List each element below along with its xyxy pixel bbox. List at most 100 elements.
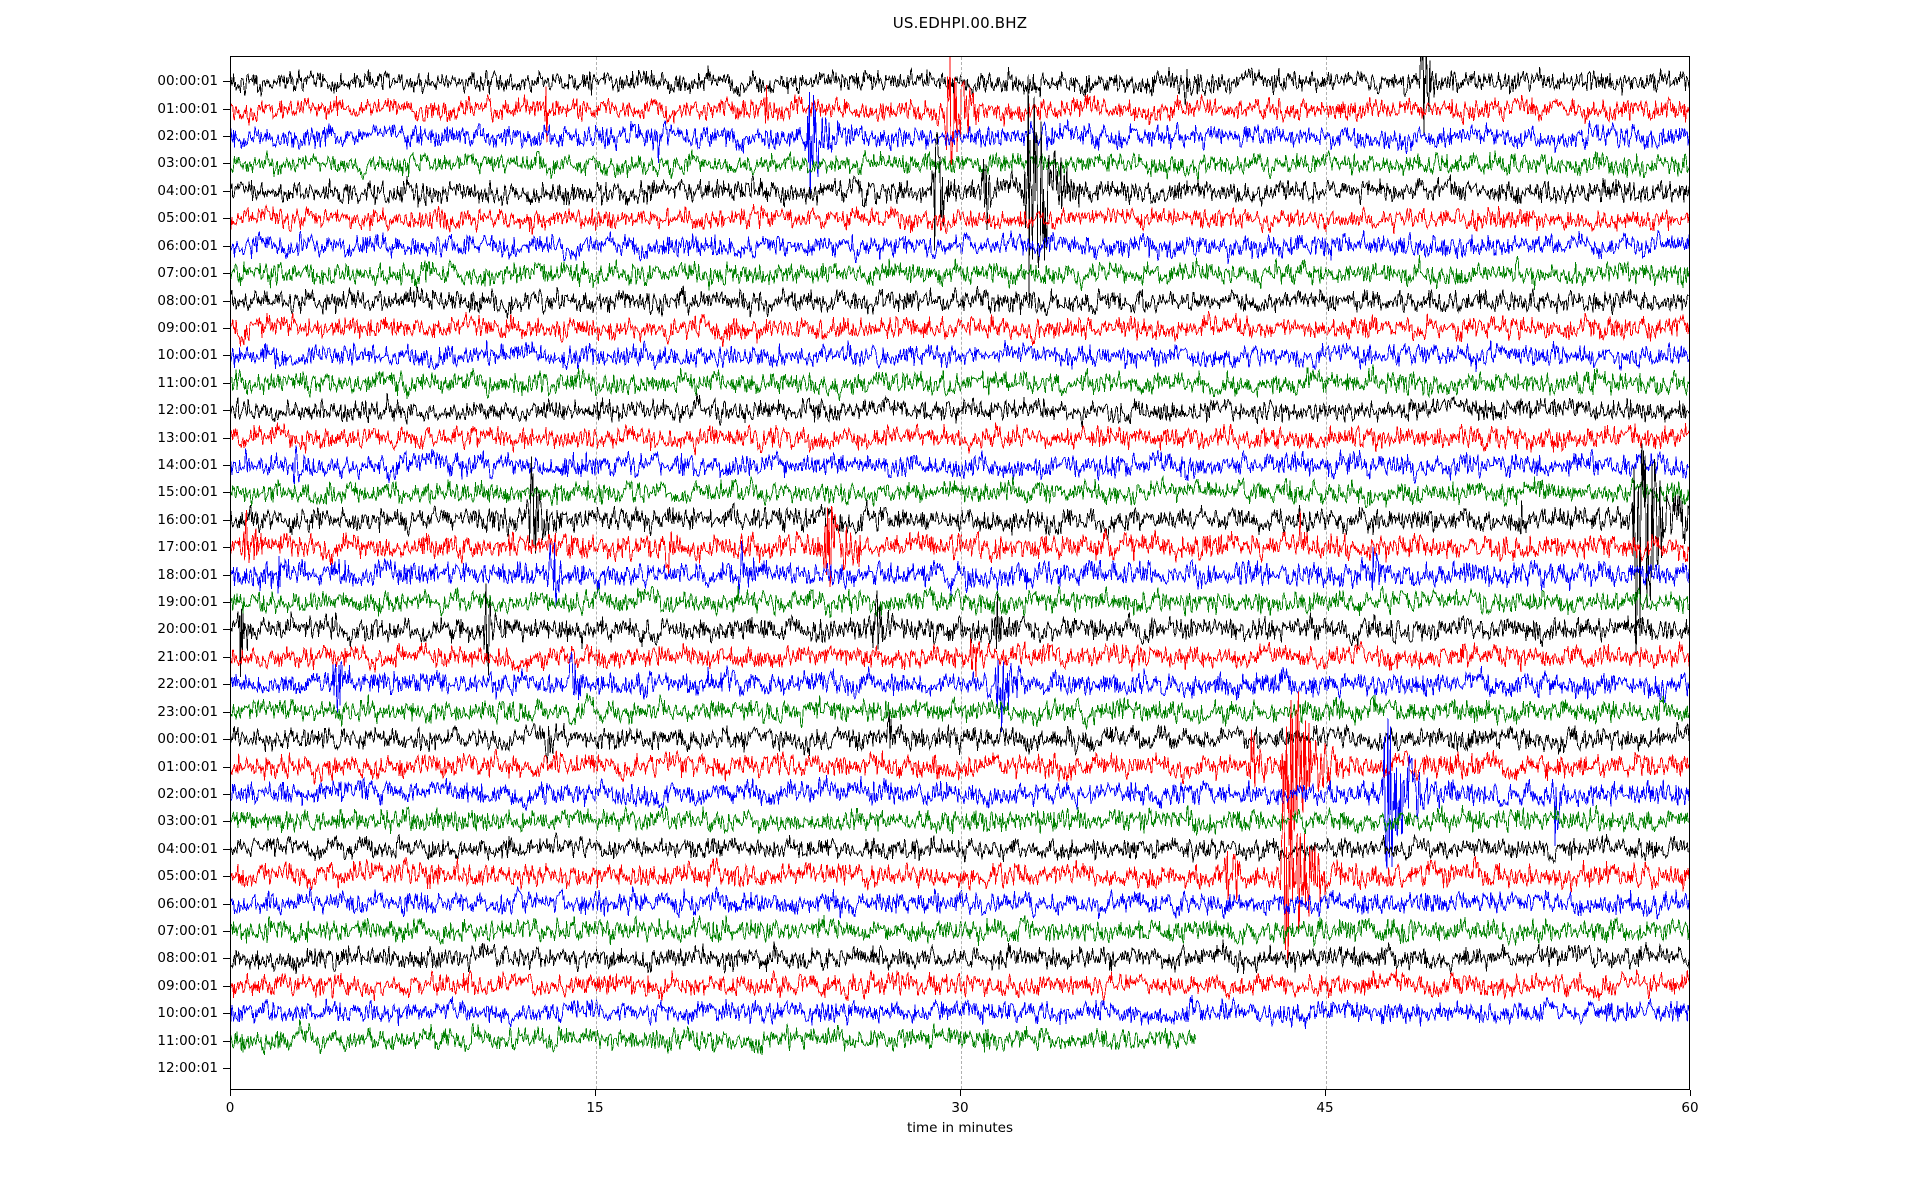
- trace-4: [231, 74, 1689, 298]
- y-tick-label-19: 19:00:01: [157, 594, 218, 611]
- trace-15: [231, 475, 1689, 509]
- y-tick-label-2: 02:00:01: [157, 128, 218, 145]
- y-tick-label-7: 07:00:01: [157, 265, 218, 282]
- trace-18: [231, 540, 1689, 607]
- trace-11: [231, 364, 1689, 402]
- y-tick-mark-17: [223, 547, 230, 549]
- y-tick-label-14: 14:00:01: [157, 456, 218, 473]
- trace-32: [231, 939, 1689, 975]
- trace-23: [231, 692, 1689, 730]
- y-tick-mark-29: [223, 876, 230, 878]
- y-tick-label-16: 16:00:01: [157, 511, 218, 528]
- y-tick-mark-22: [223, 684, 230, 686]
- plot-axes: [230, 56, 1690, 1090]
- y-tick-label-0: 00:00:01: [157, 73, 218, 90]
- x-axis-title: time in minutes: [906, 1120, 1014, 1136]
- y-tick-mark-26: [223, 793, 230, 795]
- trace-2: [231, 92, 1689, 200]
- trace-33: [231, 969, 1689, 1002]
- y-tick-label-31: 07:00:01: [157, 923, 218, 939]
- y-tick-mark-24: [223, 739, 230, 741]
- trace-16: [231, 443, 1689, 655]
- y-tick-mark-20: [223, 629, 230, 631]
- trace-8: [231, 285, 1689, 319]
- trace-10: [231, 339, 1689, 372]
- trace-6: [231, 229, 1689, 264]
- trace-31: [231, 915, 1689, 947]
- x-tick-label-0: 0: [225, 1100, 235, 1116]
- trace-9: [231, 311, 1689, 347]
- y-tick-mark-19: [223, 602, 230, 604]
- y-tick-label-9: 09:00:01: [157, 319, 218, 336]
- y-tick-mark-30: [223, 903, 230, 905]
- trace-5: [231, 204, 1689, 235]
- x-tick-label-15: 15: [586, 1100, 604, 1116]
- x-tick-label-45: 45: [1316, 1100, 1334, 1116]
- trace-14: [231, 445, 1689, 485]
- x-tick-mark-15: [595, 1090, 596, 1096]
- trace-24: [231, 711, 1689, 763]
- y-tick-mark-34: [223, 1013, 230, 1015]
- y-tick-label-34: 10:00:01: [157, 1005, 218, 1022]
- y-tick-label-1: 01:00:01: [157, 100, 218, 117]
- y-tick-label-24: 00:00:01: [157, 731, 218, 748]
- x-tick-mark-0: [230, 1090, 231, 1096]
- trace-17: [231, 506, 1689, 588]
- y-tick-mark-11: [223, 382, 230, 384]
- y-tick-label-32: 08:00:01: [157, 950, 218, 967]
- y-tick-mark-27: [223, 821, 230, 823]
- y-tick-mark-28: [223, 848, 230, 850]
- trace-35: [231, 1018, 1197, 1056]
- y-tick-label-33: 09:00:01: [157, 977, 218, 994]
- trace-27: [231, 804, 1689, 836]
- y-tick-label-17: 17:00:01: [157, 539, 218, 556]
- trace-1: [231, 57, 1689, 165]
- trace-7: [231, 255, 1689, 291]
- y-tick-mark-25: [223, 766, 230, 768]
- y-tick-mark-13: [223, 437, 230, 439]
- y-tick-label-35: 11:00:01: [157, 1032, 218, 1049]
- y-tick-mark-1: [223, 108, 230, 110]
- trace-21: [231, 638, 1689, 677]
- y-tick-mark-33: [223, 985, 230, 987]
- y-tick-label-13: 13:00:01: [157, 429, 218, 446]
- y-tick-mark-32: [223, 958, 230, 960]
- y-tick-mark-15: [223, 492, 230, 494]
- y-tick-mark-21: [223, 656, 230, 658]
- y-tick-label-20: 20:00:01: [157, 621, 218, 638]
- y-tick-label-30: 06:00:01: [157, 895, 218, 912]
- y-tick-mark-7: [223, 273, 230, 275]
- y-tick-mark-2: [223, 136, 230, 138]
- y-tick-mark-36: [223, 1068, 230, 1070]
- x-tick-mark-60: [1690, 1090, 1691, 1096]
- y-tick-label-27: 03:00:01: [157, 813, 218, 830]
- y-tick-label-18: 18:00:01: [157, 566, 218, 583]
- trace-12: [231, 392, 1689, 428]
- y-tick-mark-6: [223, 245, 230, 247]
- y-tick-mark-14: [223, 464, 230, 466]
- y-tick-label-3: 03:00:01: [157, 155, 218, 172]
- gridline-45: [1326, 57, 1327, 1089]
- y-tick-label-4: 04:00:01: [157, 182, 218, 199]
- y-tick-mark-18: [223, 574, 230, 576]
- y-tick-label-25: 01:00:01: [157, 758, 218, 775]
- y-tick-label-8: 08:00:01: [157, 292, 218, 309]
- x-tick-mark-45: [1325, 1090, 1326, 1096]
- y-tick-label-21: 21:00:01: [157, 648, 218, 665]
- y-tick-label-12: 12:00:01: [157, 402, 218, 419]
- trace-30: [231, 886, 1689, 920]
- y-tick-mark-0: [223, 81, 230, 83]
- trace-layer: [231, 57, 1689, 1056]
- y-tick-mark-3: [223, 163, 230, 165]
- trace-20: [231, 583, 1689, 678]
- trace-13: [231, 422, 1689, 456]
- y-tick-mark-16: [223, 519, 230, 521]
- trace-3: [231, 149, 1689, 183]
- trace-0: [231, 57, 1689, 136]
- y-tick-mark-35: [223, 1040, 230, 1042]
- x-tick-label-30: 30: [951, 1100, 969, 1116]
- y-tick-mark-5: [223, 218, 230, 220]
- y-tick-mark-10: [223, 355, 230, 357]
- gridline-15: [596, 57, 597, 1089]
